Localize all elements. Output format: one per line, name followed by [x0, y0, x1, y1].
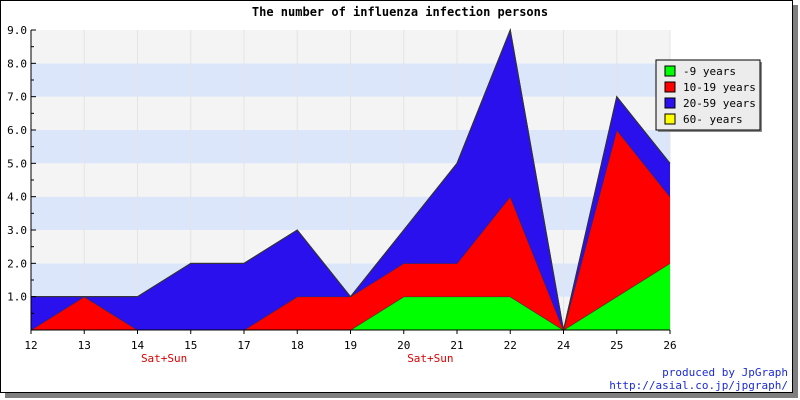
- x-tick-label: 12: [24, 339, 37, 352]
- legend-label: 20-59 years: [683, 97, 756, 110]
- legend-swatch: [664, 97, 676, 109]
- y-tick-label: 2.0: [7, 257, 27, 270]
- legend-label: 10-19 years: [683, 81, 756, 94]
- weekend-label: Sat+Sun: [407, 352, 453, 365]
- x-tick-label: 17: [237, 339, 250, 352]
- y-tick-label: 7.0: [7, 91, 27, 104]
- x-tick-label: 20: [397, 339, 410, 352]
- chart-title: The number of influenza infection person…: [252, 5, 548, 19]
- series-area: [31, 30, 670, 330]
- legend-label: -9 years: [683, 65, 736, 78]
- credit-text: produced by JpGraph: [662, 366, 788, 379]
- x-tick-label: 25: [610, 339, 623, 352]
- legend-swatch: [664, 81, 676, 93]
- series-area: [31, 263, 670, 330]
- y-tick-label: 3.0: [7, 224, 27, 237]
- legend-swatch: [664, 65, 676, 77]
- y-tick-label: 9.0: [7, 24, 27, 37]
- y-tick-label: 6.0: [7, 124, 27, 137]
- legend: -9 years 10-19 years 20-59 years 60- years: [655, 59, 762, 132]
- y-tick-label: 5.0: [7, 157, 27, 170]
- legend-label: 60- years: [683, 113, 743, 126]
- x-tick-label: 14: [131, 339, 145, 352]
- x-tick-label: 22: [504, 339, 517, 352]
- x-tick-label: 15: [184, 339, 197, 352]
- x-tick-label: 13: [78, 339, 91, 352]
- series-area: [31, 130, 670, 330]
- x-tick-label: 19: [344, 339, 357, 352]
- weekend-label: Sat+Sun: [141, 352, 187, 365]
- x-tick-label: 18: [291, 339, 304, 352]
- credit-url-link[interactable]: http://asial.co.jp/jpgraph/: [609, 379, 788, 392]
- y-tick-label: 1.0: [7, 291, 27, 304]
- x-tick-label: 21: [450, 339, 463, 352]
- y-tick-label: 8.0: [7, 57, 27, 70]
- x-tick-label: 26: [663, 339, 676, 352]
- legend-swatch: [664, 113, 676, 125]
- x-tick-label: 24: [557, 339, 571, 352]
- axes: 1.0 2.0 3.0 4.0 5.0 6.0 7.0 8.0 9.0 12 13 14 15 17 18 1…: [7, 24, 677, 365]
- y-tick-label: 4.0: [7, 191, 27, 204]
